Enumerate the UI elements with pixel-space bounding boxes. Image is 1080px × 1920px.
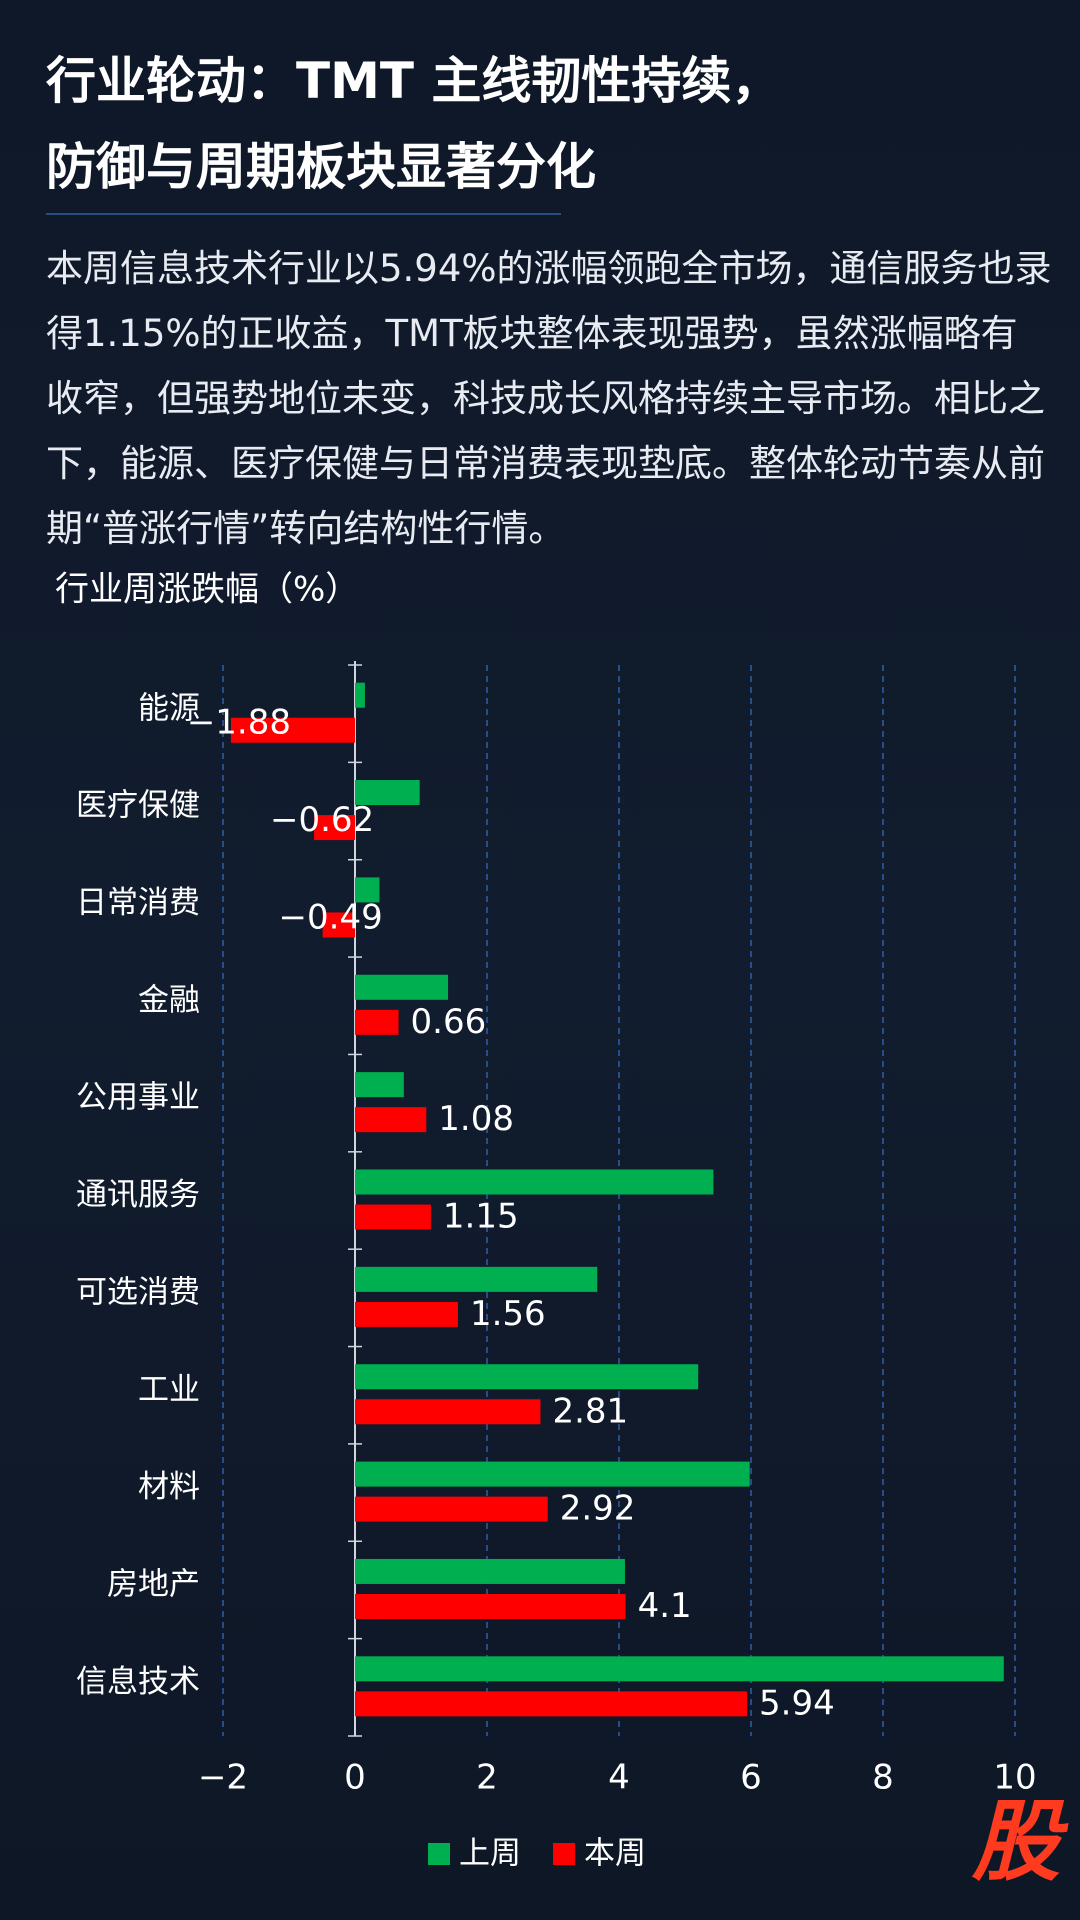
data-label: 5.94 <box>759 1683 835 1723</box>
bar <box>355 1656 1004 1682</box>
title-line: 防御与周期板块显著分化 <box>46 138 596 196</box>
y-tick-label: 通讯服务 <box>76 1177 200 1213</box>
y-tick-label: 可选消费 <box>76 1274 200 1310</box>
y-tick-label: 能源 <box>138 690 200 726</box>
bar <box>355 1107 427 1133</box>
legend-label: 本周 <box>584 1836 646 1872</box>
bar <box>355 1364 699 1390</box>
bar <box>355 682 365 708</box>
bar <box>355 1691 748 1717</box>
data-label: 1.15 <box>443 1197 519 1237</box>
data-label: −1.88 <box>187 703 291 743</box>
x-tick-label: 6 <box>740 1758 762 1798</box>
bar <box>355 1169 714 1195</box>
bar <box>355 1594 626 1620</box>
title-line: 行业轮动：TMT 主线韧性持续， <box>46 52 782 110</box>
bar <box>355 1496 548 1522</box>
x-tick-label: −2 <box>198 1758 248 1798</box>
data-label: 1.08 <box>438 1099 514 1139</box>
data-label: 2.92 <box>560 1489 636 1529</box>
bar <box>355 877 380 903</box>
data-label: 4.1 <box>638 1586 692 1626</box>
y-tick-label: 工业 <box>138 1372 200 1408</box>
x-tick-label: 8 <box>872 1758 894 1798</box>
legend-swatch <box>553 1843 575 1865</box>
x-tick-label: 4 <box>608 1758 630 1798</box>
chart-title: 行业周涨跌幅（%） <box>55 570 359 610</box>
bar <box>355 780 420 806</box>
y-tick-label: 医疗保健 <box>76 788 200 824</box>
y-tick-label: 公用事业 <box>76 1080 200 1116</box>
divider <box>46 213 561 215</box>
y-tick-label: 金融 <box>138 982 200 1018</box>
data-label: 1.56 <box>470 1294 546 1334</box>
x-tick-label: 0 <box>344 1758 366 1798</box>
legend-swatch <box>428 1843 450 1865</box>
x-tick-label: 10 <box>993 1758 1036 1798</box>
y-tick-label: 日常消费 <box>76 885 200 921</box>
y-tick-label: 材料 <box>138 1469 200 1505</box>
data-label: −0.62 <box>270 800 374 840</box>
bar <box>355 1266 598 1292</box>
bar <box>355 1072 404 1098</box>
bar <box>355 1399 541 1425</box>
y-tick-label: 房地产 <box>107 1567 200 1603</box>
bar <box>355 1558 625 1584</box>
bar <box>355 974 449 1000</box>
data-label: −0.49 <box>279 897 383 937</box>
data-label: 2.81 <box>552 1391 628 1431</box>
bar <box>322 912 355 938</box>
bar <box>230 717 355 743</box>
description: 本周信息技术行业以5.94%的涨幅领跑全市场，通信服务也录得1.15%的正收益，… <box>46 247 1052 550</box>
bar <box>355 1009 399 1035</box>
title: 行业轮动：TMT 主线韧性持续， 防御与周期板块显著分化 <box>46 38 781 210</box>
watermark: 股 <box>971 1790 1069 1893</box>
bar <box>355 1461 750 1487</box>
bar <box>355 1204 431 1230</box>
x-tick-label: 2 <box>476 1758 498 1798</box>
legend-label: 上周 <box>459 1836 521 1872</box>
data-label: 0.66 <box>411 1002 487 1042</box>
bar <box>314 815 355 841</box>
bar <box>355 1301 458 1327</box>
y-tick-label: 信息技术 <box>76 1664 200 1700</box>
